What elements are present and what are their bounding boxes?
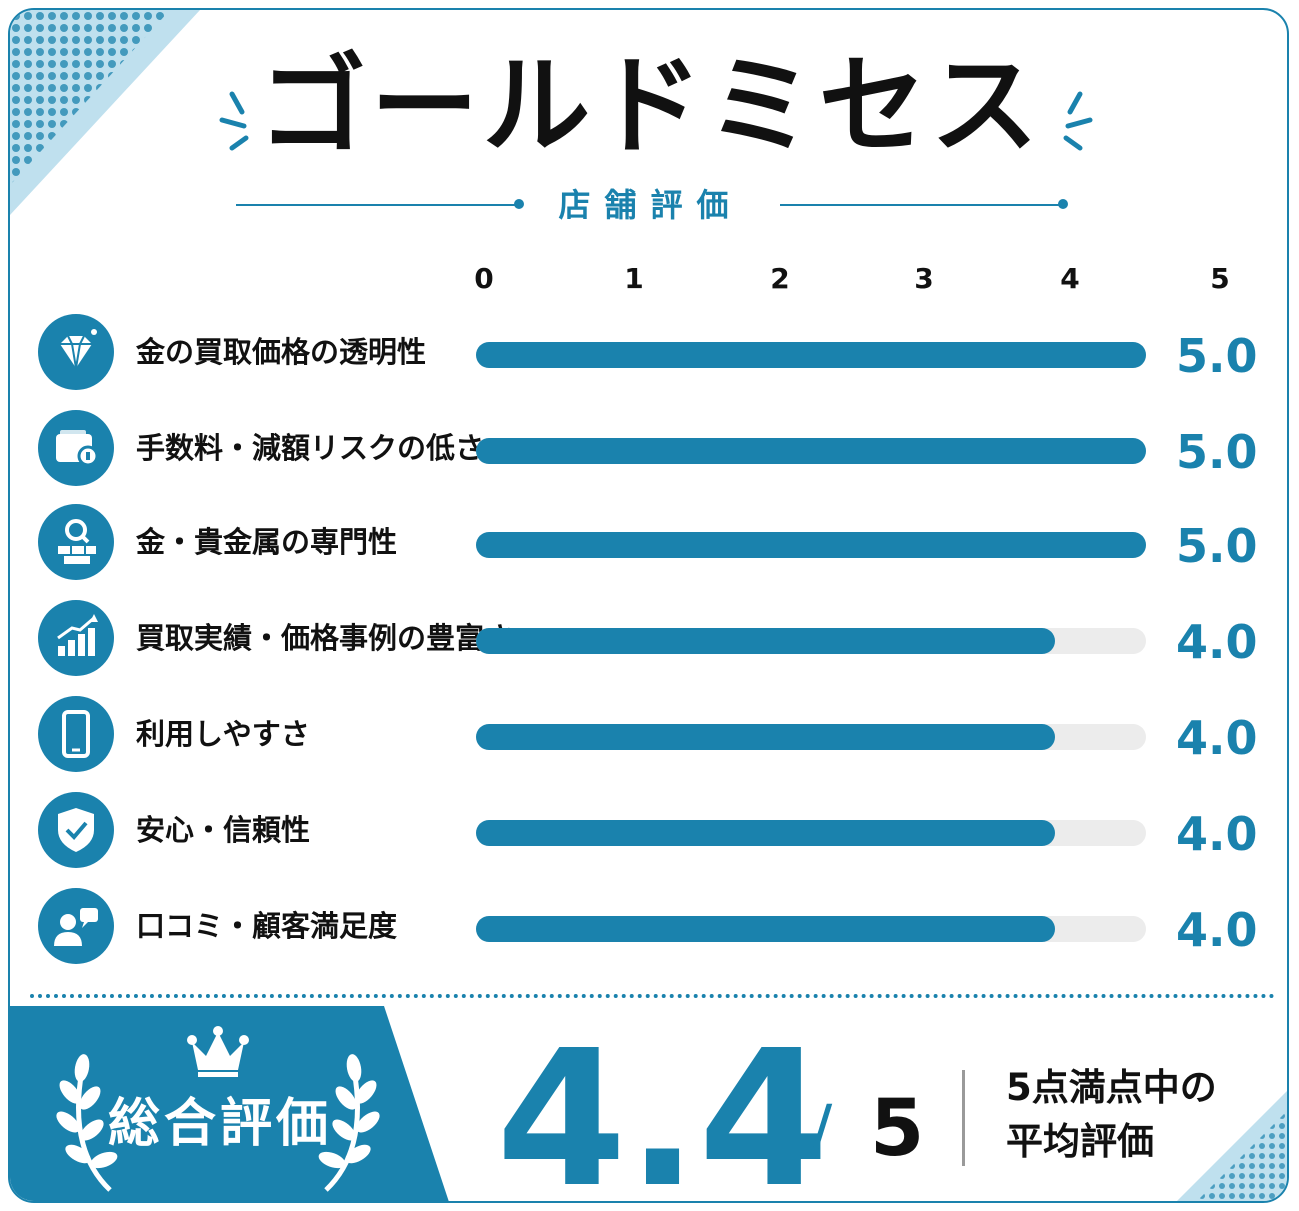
left-sparkle-icon: [219, 91, 249, 151]
value-label: 4.0: [1176, 903, 1258, 957]
value-label: 5.0: [1176, 329, 1258, 383]
bottom-right-corner-decoration: [1177, 1091, 1287, 1201]
x-tick-label: 4: [1060, 262, 1080, 295]
wallet-icon: [38, 410, 114, 486]
category-label: 安心・信頼性: [136, 813, 311, 847]
growth-chart-icon: [38, 600, 114, 676]
category-label: 口コミ・顧客満足度: [136, 909, 398, 943]
category-label: 手数料・減額リスクの低さ: [136, 431, 485, 465]
rating-row: 金の買取価格の透明性 5.0: [10, 314, 1287, 394]
bar-track: [476, 438, 1146, 464]
bar-track: [476, 724, 1146, 750]
value-label: 4.0: [1176, 615, 1258, 669]
bar: [476, 820, 1055, 846]
value-label: 5.0: [1176, 519, 1258, 573]
value-label: 4.0: [1176, 711, 1258, 765]
bar-track: [476, 628, 1146, 654]
subtitle-right-dot: [1058, 199, 1068, 209]
x-tick-label: 1: [624, 262, 644, 295]
x-tick-label: 0: [474, 262, 494, 295]
max-score: 5: [870, 1084, 925, 1174]
bar-track: [476, 342, 1146, 368]
rating-row: 口コミ・顧客満足度 4.0: [10, 888, 1287, 968]
customer-review-icon: [38, 888, 114, 964]
gold-bars-expert-icon: [38, 504, 114, 580]
category-label: 利用しやすさ: [136, 717, 310, 751]
subtitle-left-rule: [236, 204, 518, 206]
rating-card: ゴールドミセス 店舗評価 0 1 2 3 4 5 金の買取価格の透明性 5.0 手数料・減額…: [8, 8, 1289, 1203]
top-left-corner-decoration: [10, 10, 200, 215]
subtitle-right-rule: [780, 204, 1062, 206]
laurel-icon: [56, 1054, 380, 1192]
value-label: 5.0: [1176, 425, 1258, 479]
category-label: 買取実績・価格事例の豊富さ: [136, 621, 514, 655]
subtitle-left-dot: [514, 199, 524, 209]
bar-track: [476, 820, 1146, 846]
rating-row: 安心・信頼性 4.0: [10, 792, 1287, 872]
right-sparkle-icon: [1063, 91, 1093, 151]
value-label: 4.0: [1176, 807, 1258, 861]
crown-icon: [187, 1026, 249, 1077]
bar: [476, 438, 1146, 464]
category-label: 金・貴金属の専門性: [136, 525, 398, 559]
total-banner: [10, 1006, 449, 1201]
bar-track: [476, 532, 1146, 558]
rating-row: 買取実績・価格事例の豊富さ 4.0: [10, 600, 1287, 680]
bar: [476, 342, 1146, 368]
subtitle-row: 店舗評価: [10, 180, 1287, 230]
shield-check-icon: [38, 792, 114, 868]
x-tick-label: 3: [914, 262, 934, 295]
subtitle: 店舗評価: [558, 186, 743, 224]
rating-row: 利用しやすさ 4.0: [10, 696, 1287, 776]
bar: [476, 628, 1055, 654]
category-label: 金の買取価格の透明性: [136, 335, 427, 369]
x-tick-label: 5: [1210, 262, 1230, 295]
total-score: 4.4: [496, 1010, 830, 1203]
smartphone-icon: [38, 696, 114, 772]
rating-row: 金・貴金属の専門性 5.0: [10, 504, 1287, 584]
x-tick-label: 2: [770, 262, 790, 295]
rating-row: 手数料・減額リスクの低さ 5.0: [10, 410, 1287, 490]
score-separator: [962, 1070, 965, 1166]
page-title: ゴールドミセス: [258, 44, 1043, 169]
score-slash: /: [810, 1091, 833, 1168]
bar: [476, 532, 1146, 558]
bar-track: [476, 916, 1146, 942]
score-note-line1: 5点満点中の: [1006, 1066, 1217, 1109]
score-note-line2: 平均評価: [1006, 1120, 1154, 1163]
diamond-icon: [38, 314, 114, 390]
total-label: 総合評価: [107, 1094, 332, 1154]
section-divider: [30, 994, 1275, 998]
bar: [476, 724, 1055, 750]
bar: [476, 916, 1055, 942]
